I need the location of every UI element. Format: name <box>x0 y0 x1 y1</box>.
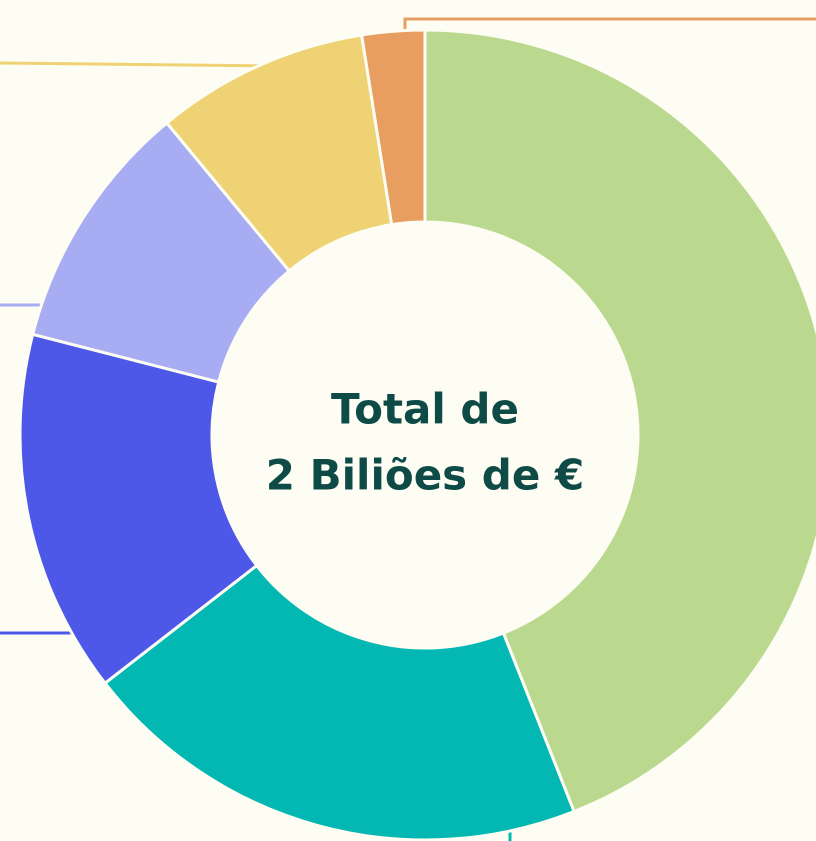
center-text: 2 Biliões de € <box>266 451 584 500</box>
slice <box>18 332 259 686</box>
slices <box>18 28 816 841</box>
slice <box>359 28 427 227</box>
center-text: Total de <box>331 385 519 434</box>
slice <box>423 28 816 814</box>
slice <box>102 563 577 841</box>
